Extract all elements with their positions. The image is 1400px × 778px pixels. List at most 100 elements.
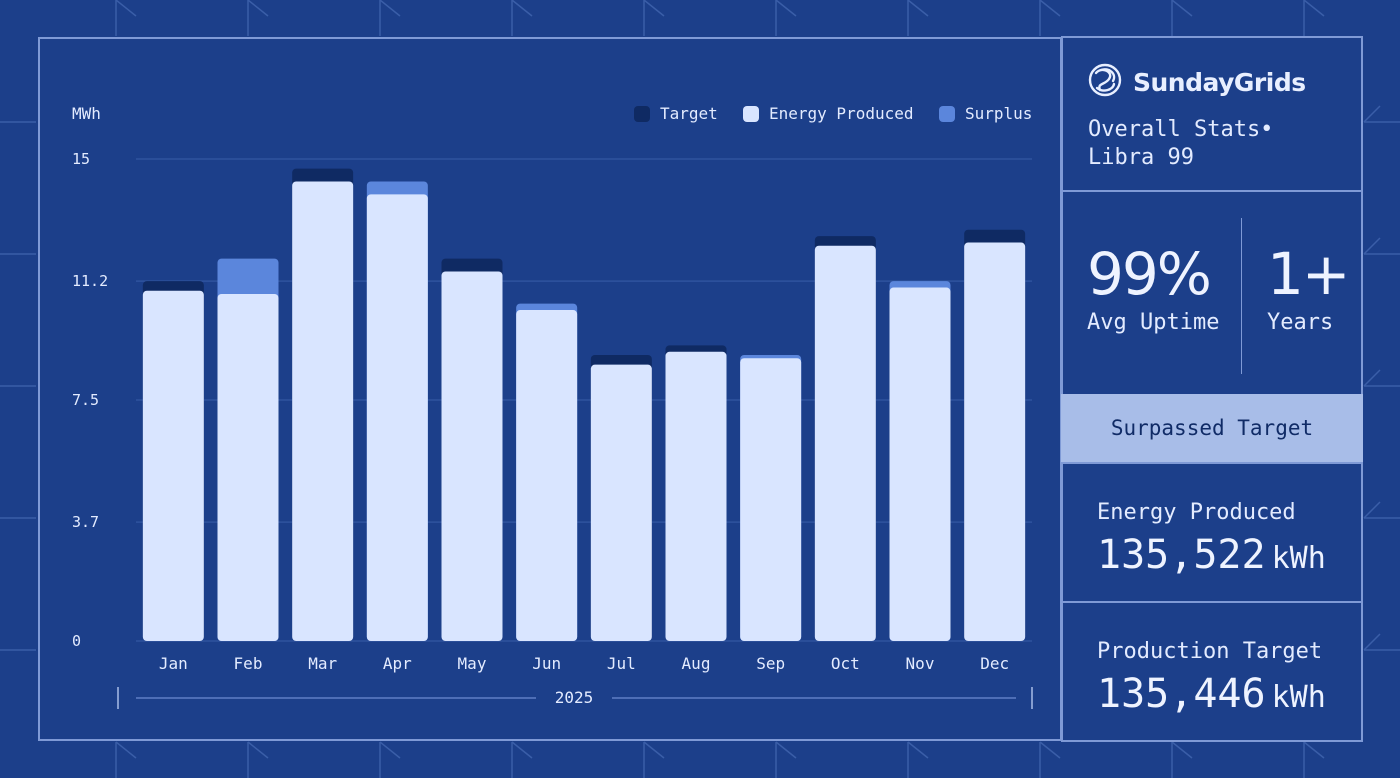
pattern-line — [1171, 0, 1193, 17]
x-tick-label: Jul — [607, 654, 636, 673]
energy-produced-card: Energy Produced 135,522 kWh — [1061, 462, 1363, 603]
x-tick-label: Jun — [532, 654, 561, 673]
pattern-line — [1303, 741, 1325, 759]
chart-panel: MWh 0 3.7 7.5 11.2 15 Jan Feb Mar Apr May Jun Jul Au… — [38, 37, 1062, 741]
brand-card: SundayGrids Overall Stats• Libra 99 — [1061, 36, 1363, 192]
pattern-line — [1171, 741, 1193, 759]
years-value: 1+ — [1267, 240, 1350, 308]
pattern-line — [247, 741, 269, 759]
badge-text: Surpassed Target — [1110, 416, 1314, 440]
bar-group — [516, 303, 578, 641]
pattern-line — [1363, 105, 1381, 123]
pattern-line — [1039, 741, 1061, 759]
pattern-line — [775, 0, 797, 17]
bar-group — [292, 168, 354, 641]
stats-panel: SundayGrids Overall Stats• Libra 99 99% … — [1061, 36, 1363, 742]
bar-group — [366, 181, 428, 641]
bar-group — [441, 258, 503, 641]
energy-bar — [964, 242, 1026, 641]
bar-group — [590, 355, 652, 641]
legend-swatch — [743, 106, 759, 122]
energy-produced-value: 135,522 kWh — [1097, 532, 1326, 578]
x-axis-label: 2025 — [555, 688, 594, 707]
x-tick-label: Sep — [756, 654, 785, 673]
pattern-line — [643, 0, 665, 17]
energy-bar — [292, 181, 354, 641]
x-tick-label: Mar — [308, 654, 337, 673]
x-tick-label: Nov — [906, 654, 935, 673]
legend-swatch — [634, 106, 650, 122]
pattern-line — [1363, 633, 1381, 651]
production-target-number: 135,446 — [1097, 671, 1266, 717]
pattern-line — [379, 741, 401, 759]
pattern-line — [115, 0, 137, 17]
years-label: Years — [1267, 310, 1334, 335]
brand-name: SundayGrids — [1133, 67, 1306, 97]
pattern-line — [1039, 0, 1061, 17]
bar-group — [665, 345, 727, 641]
y-tick-label: 0 — [72, 632, 81, 650]
pattern-line — [1363, 501, 1381, 519]
pattern-line — [379, 0, 401, 17]
pattern-line — [511, 741, 533, 759]
production-target-card: Production Target 135,446 kWh — [1061, 601, 1363, 742]
y-tick-label: 15 — [72, 150, 90, 168]
uptime-label: Avg Uptime — [1087, 310, 1220, 335]
energy-bar — [740, 358, 802, 641]
pattern-line — [775, 741, 797, 759]
y-tick-label: 7.5 — [72, 391, 99, 409]
energy-produced-number: 135,522 — [1097, 532, 1266, 578]
x-tick-label: Dec — [980, 654, 1009, 673]
legend-label: Target — [660, 104, 718, 123]
energy-bar — [217, 293, 279, 641]
y-axis-label: MWh — [72, 104, 101, 123]
legend-label: Energy Produced — [769, 104, 914, 123]
bar-group — [740, 355, 802, 641]
energy-bar — [366, 194, 428, 641]
x-tick-label: Jan — [159, 654, 188, 673]
pattern-line — [1363, 369, 1381, 387]
energy-bar — [814, 245, 876, 641]
legend-swatch — [939, 106, 955, 122]
pattern-line — [643, 741, 665, 759]
bar-group — [142, 281, 204, 641]
pattern-line — [907, 741, 929, 759]
bar-group — [814, 236, 876, 641]
energy-bar — [441, 271, 503, 641]
uptime-card: 99% Avg Uptime 1+ Years — [1061, 190, 1363, 396]
bar-group — [217, 258, 279, 641]
energy-produced-label: Energy Produced — [1097, 500, 1296, 525]
pattern-line — [115, 741, 137, 759]
surpassed-target-badge: Surpassed Target — [1061, 394, 1363, 464]
production-target-unit: kWh — [1271, 680, 1326, 715]
legend-label: Surplus — [965, 104, 1032, 123]
production-target-value: 135,446 kWh — [1097, 671, 1326, 717]
y-tick-label: 3.7 — [72, 513, 99, 531]
sundaygrids-logo-icon — [1087, 62, 1123, 102]
energy-bar — [516, 310, 578, 641]
energy-bar — [665, 351, 727, 641]
production-target-label: Production Target — [1097, 639, 1323, 664]
pattern-line — [1303, 0, 1325, 17]
pattern-line — [247, 0, 269, 17]
energy-produced-unit: kWh — [1271, 541, 1326, 576]
pattern-line — [907, 0, 929, 17]
x-tick-label: Feb — [234, 654, 263, 673]
energy-bar — [142, 290, 204, 641]
x-tick-label: May — [458, 654, 487, 673]
x-tick-label: Oct — [831, 654, 860, 673]
bar-group — [964, 229, 1026, 641]
x-tick-label: Aug — [682, 654, 711, 673]
energy-bar — [590, 364, 652, 641]
stats-title: Overall Stats• Libra 99 — [1088, 117, 1274, 170]
energy-bar — [889, 287, 951, 641]
bar-group — [889, 281, 951, 641]
bar-chart: MWh 0 3.7 7.5 11.2 15 Jan Feb Mar Apr May Jun Jul Au… — [72, 104, 1033, 709]
pattern-line — [1363, 237, 1381, 255]
pattern-line — [511, 0, 533, 17]
y-tick-label: 11.2 — [72, 272, 108, 290]
uptime-value: 99% — [1087, 240, 1212, 308]
stats-divider — [1241, 218, 1242, 374]
x-tick-label: Apr — [383, 654, 412, 673]
